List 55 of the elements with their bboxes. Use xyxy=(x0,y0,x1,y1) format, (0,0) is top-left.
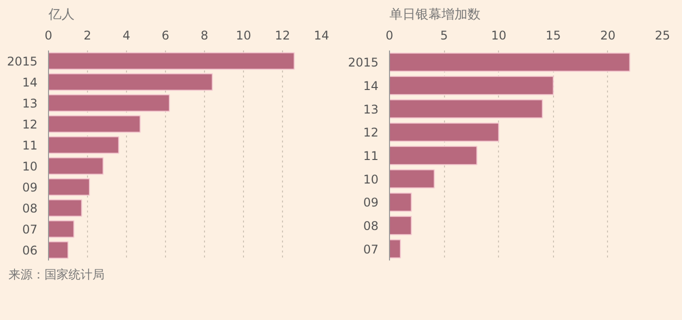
y-tick-label: 11 xyxy=(363,149,379,163)
bar xyxy=(390,239,401,258)
y-tick-label: 07 xyxy=(22,222,38,236)
bar xyxy=(48,241,68,259)
bar xyxy=(390,169,435,188)
y-tick-label: 09 xyxy=(363,196,379,210)
x-tick-label: 10 xyxy=(491,28,506,42)
x-tick-label: 10 xyxy=(236,28,252,42)
y-tick-label: 08 xyxy=(363,219,379,233)
y-tick-label: 2015 xyxy=(348,56,379,70)
source-note: 来源：国家统计局 xyxy=(8,268,104,282)
x-tick-label: 2 xyxy=(84,28,92,42)
y-tick-label: 14 xyxy=(363,79,379,93)
y-tick-label: 11 xyxy=(22,138,38,152)
y-tick-label: 07 xyxy=(363,242,379,256)
y-tick-label: 13 xyxy=(22,96,38,110)
x-tick-label: 20 xyxy=(600,28,616,42)
x-tick-label: 25 xyxy=(654,28,670,42)
y-tick-label: 10 xyxy=(22,160,38,174)
y-tick-label: 12 xyxy=(363,126,379,140)
bar xyxy=(390,216,412,236)
y-tick-label: 06 xyxy=(22,244,38,258)
x-tick-label: 0 xyxy=(386,28,394,42)
x-tick-label: 6 xyxy=(162,28,170,42)
bar xyxy=(390,99,543,118)
y-tick-label: 09 xyxy=(22,180,38,194)
bar xyxy=(390,52,630,72)
y-tick-label: 14 xyxy=(22,76,38,90)
bar xyxy=(48,73,213,91)
x-tick-label: 4 xyxy=(122,28,130,42)
bar xyxy=(48,136,120,154)
chart-title: 单日银幕增加数 xyxy=(390,8,480,22)
bar xyxy=(390,192,412,212)
y-tick-label: 12 xyxy=(22,118,38,132)
y-tick-label: 10 xyxy=(363,172,379,186)
bar xyxy=(48,157,104,175)
x-tick-label: 15 xyxy=(546,28,561,42)
x-tick-label: 0 xyxy=(44,28,52,42)
bar xyxy=(390,76,554,96)
bar xyxy=(48,199,82,217)
bar xyxy=(390,146,478,166)
bar xyxy=(48,94,170,112)
bar xyxy=(48,220,74,238)
bar xyxy=(390,122,500,142)
bar xyxy=(48,52,295,70)
x-tick-label: 5 xyxy=(440,28,448,42)
y-tick-label: 08 xyxy=(22,202,38,216)
y-tick-label: 2015 xyxy=(6,54,38,68)
bar xyxy=(48,115,141,133)
x-tick-label: 14 xyxy=(314,28,330,42)
x-tick-label: 8 xyxy=(200,28,208,42)
x-tick-label: 12 xyxy=(274,28,290,42)
chart-title: 亿人 xyxy=(48,8,74,22)
y-tick-label: 13 xyxy=(363,102,379,116)
bar xyxy=(48,178,90,196)
